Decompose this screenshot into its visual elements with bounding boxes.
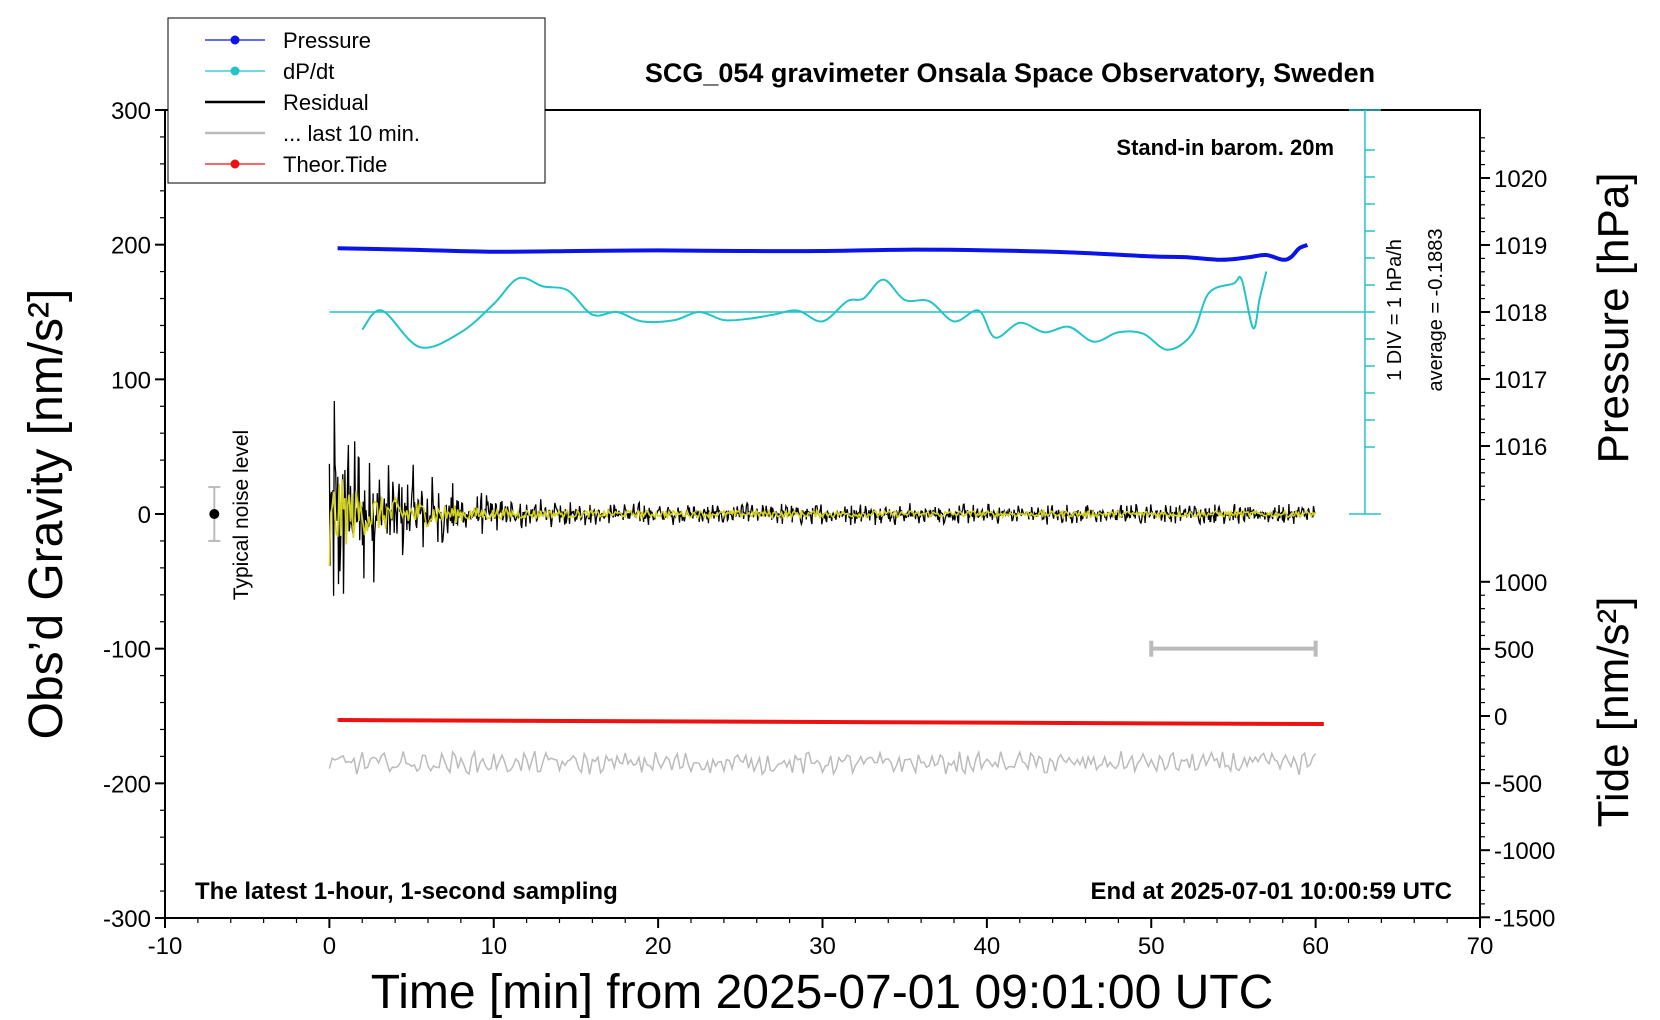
tide-tick-label-1: 500: [1494, 637, 1534, 664]
dpdt-scale-label: 1 DIV = 1 hPa/h: [1384, 239, 1406, 381]
noise-center-dot: [209, 509, 220, 519]
y-tick-label-5: -200: [103, 771, 151, 798]
dpdt-scale-axis: [1348, 109, 1381, 515]
tide-tick-label-4: -1000: [1494, 838, 1555, 865]
pressure-tick-label-0: 1020: [1494, 166, 1547, 193]
residual-line: [328, 400, 1316, 596]
tide-tick-label-5: -1500: [1494, 905, 1555, 932]
x-tick-label-1: 0: [323, 933, 336, 960]
legend-entries: Pressure dP/dt Residual ... last 10 min. The…: [205, 28, 420, 177]
x-tick-label-5: 40: [974, 933, 1001, 960]
y-axis-left: 300 200 100 0 -100 -200 -300: [103, 98, 165, 933]
x-tick-label-8: 70: [1467, 933, 1494, 960]
residual-smoothed-line: [328, 479, 1317, 566]
x-tick-label-0: -10: [148, 933, 183, 960]
pressure-tick-label-4: 1016: [1494, 434, 1547, 461]
legend-label-2: Residual: [283, 90, 369, 115]
pressure-line: [337, 243, 1309, 262]
sampling-note: The latest 1-hour, 1-second sampling: [195, 878, 618, 905]
x-axis-label: Time [min] from 2025-07-01 09:01:00 UTC: [371, 966, 1274, 1019]
x-tick-label-3: 20: [645, 933, 672, 960]
legend-label-1: dP/dt: [283, 59, 334, 84]
legend-dot-1: [230, 66, 240, 76]
legend-label-4: Theor.Tide: [283, 152, 387, 177]
tide-tick-label-3: -500: [1494, 771, 1542, 798]
legend-dot-0: [230, 35, 240, 45]
y-tick-label-3: 0: [138, 502, 151, 529]
dpdt-average-label: average = -0.1883: [1425, 229, 1447, 392]
pressure-axis: 1020 1019 1018 1017 1016: [1480, 137, 1547, 501]
tide-line: [337, 718, 1324, 727]
pressure-axis-label: Pressure [hPa]: [1589, 172, 1638, 463]
y-axis-left-label: Obs’d Gravity [nm/s²]: [20, 289, 73, 740]
legend-dot-4: [230, 159, 240, 169]
pressure-tick-label-2: 1018: [1494, 300, 1547, 327]
y-tick-label-2: 100: [111, 367, 151, 394]
last-10-min-line: [328, 749, 1317, 777]
y-tick-label-4: -100: [103, 637, 151, 664]
legend-label-3: ... last 10 min.: [283, 121, 420, 146]
x-axis: -10 0 10 20 30 40 50 60 70: [148, 918, 1494, 960]
legend-label-0: Pressure: [283, 28, 371, 53]
legend: Pressure dP/dt Residual ... last 10 min. The…: [167, 17, 546, 184]
noise-label: Typical noise level: [230, 430, 253, 600]
tide-tick-label-2: 0: [1494, 704, 1507, 731]
pressure-tick-label-3: 1017: [1494, 367, 1547, 394]
dpdt-line: [361, 271, 1268, 351]
tide-axis: 1000 500 0 -500 -1000 -1500: [1480, 570, 1555, 932]
x-tick-label-4: 30: [809, 933, 836, 960]
y-tick-label-0: 300: [111, 98, 151, 125]
tide-tick-label-0: 1000: [1494, 570, 1547, 597]
x-tick-label-6: 50: [1138, 933, 1165, 960]
x-tick-label-7: 60: [1302, 933, 1329, 960]
plot-area: [208, 243, 1365, 777]
end-time-note: End at 2025-07-01 10:00:59 UTC: [1091, 878, 1453, 905]
y-tick-label-1: 200: [111, 233, 151, 260]
x-tick-label-2: 10: [480, 933, 507, 960]
legend-box: [167, 17, 546, 184]
chart-title: SCG_054 gravimeter Onsala Space Observat…: [645, 58, 1375, 88]
pressure-tick-label-1: 1019: [1494, 233, 1547, 260]
tide-axis-label: Tide [nm/s²]: [1589, 597, 1638, 828]
y-tick-label-6: -300: [103, 906, 151, 933]
barometer-note: Stand-in barom. 20m: [1116, 135, 1334, 160]
